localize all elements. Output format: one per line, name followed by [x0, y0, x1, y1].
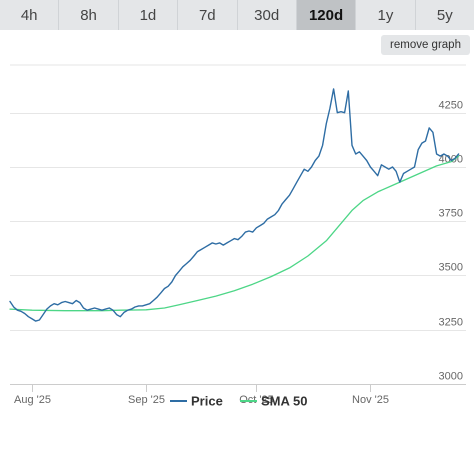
- range-tab-bar: 4h 8h 1d 7d 30d 120d 1y 5y: [0, 0, 474, 30]
- y-tick-label: 4250: [439, 100, 463, 112]
- legend-label-price: Price: [191, 394, 223, 409]
- range-tab-30d[interactable]: 30d: [238, 0, 297, 30]
- remove-graph-button[interactable]: remove graph: [381, 35, 470, 55]
- range-tab-1y[interactable]: 1y: [356, 0, 416, 30]
- x-tick-label: Nov '25: [352, 394, 389, 406]
- range-tab-4h[interactable]: 4h: [0, 0, 60, 30]
- range-tab-1d[interactable]: 1d: [119, 0, 179, 30]
- series-line-price: [9, 88, 460, 322]
- legend-label-sma-50: SMA 50: [261, 394, 307, 409]
- series-line-sma-50: [9, 155, 460, 312]
- y-tick-label: 3000: [439, 371, 463, 383]
- y-tick-label: 3250: [439, 317, 463, 329]
- range-tab-8h[interactable]: 8h: [59, 0, 119, 30]
- x-tick-label: Sep '25: [128, 394, 165, 406]
- range-tab-5y[interactable]: 5y: [436, 6, 453, 24]
- x-tick-label: Aug '25: [14, 394, 51, 406]
- y-tick-label: 3500: [439, 262, 463, 274]
- range-tab-7d[interactable]: 7d: [178, 0, 238, 30]
- range-tab-120d[interactable]: 120d: [296, 0, 357, 30]
- y-tick-label: 3750: [439, 208, 463, 220]
